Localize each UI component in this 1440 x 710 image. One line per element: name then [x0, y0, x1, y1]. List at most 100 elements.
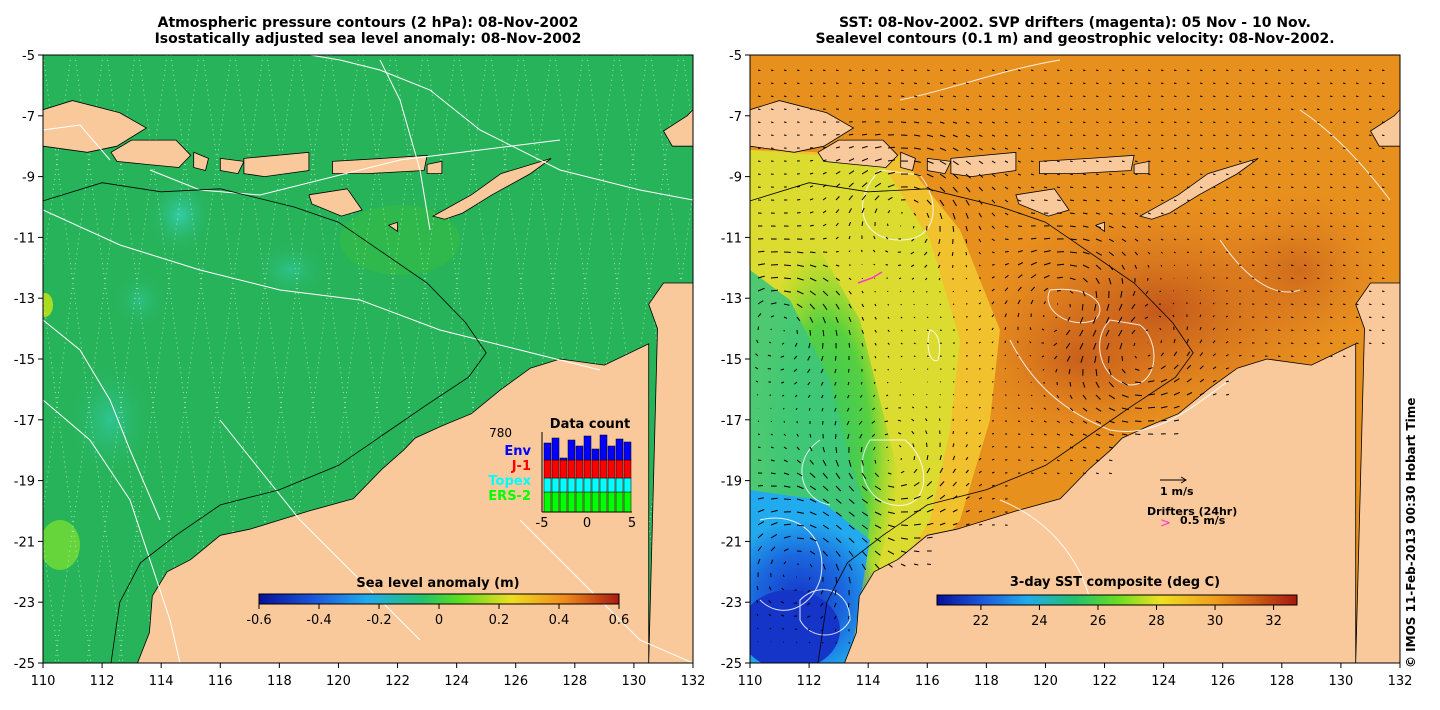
velocity-arrowhead-icon	[1180, 476, 1187, 484]
drifter-glyph-icon: >	[1160, 516, 1171, 531]
x-tick-label: 110	[738, 674, 763, 689]
inset-x-tick: 5	[628, 516, 636, 531]
x-tick-label: 116	[208, 674, 233, 689]
velocity-scale-label: 1 m/s	[1160, 485, 1194, 498]
land-mass	[926, 157, 952, 175]
colorbar-tick-label: 22	[973, 614, 990, 629]
x-tick-label: 124	[1151, 674, 1176, 689]
sst-colorbar: 3-day SST composite (deg C) 22 24 26 28 30 32	[936, 575, 1298, 629]
land-mass	[750, 100, 855, 153]
y-tick-label: -13	[721, 292, 742, 307]
y-tick-label: -17	[721, 414, 742, 429]
land-mass	[431, 158, 552, 220]
x-tick-label: 130	[1328, 674, 1353, 689]
y-tick-label: -23	[721, 596, 742, 611]
x-tick-label: 126	[1210, 674, 1235, 689]
drifter-track	[857, 271, 883, 284]
y-tick-label: -15	[721, 353, 742, 368]
left-axes: 110 112 114 116 118 120 122 124 126 128 130 132 -5 -7…	[14, 49, 706, 689]
land-mass	[193, 151, 209, 171]
x-tick-label: 120	[326, 674, 351, 689]
land-mass	[900, 151, 916, 171]
y-tick-label: -23	[14, 596, 35, 611]
inset-title: Data count	[550, 417, 630, 432]
copyright-notice: © IMOS 11-Feb-2013 00:30 Hobart Time	[1404, 397, 1418, 668]
y-tick-label: -19	[14, 475, 35, 490]
sst-map	[750, 55, 1400, 663]
colorbar-tick-label: -0.6	[246, 613, 271, 628]
land-mass	[1039, 154, 1135, 174]
y-tick-label: -11	[14, 231, 35, 246]
land-mass	[950, 151, 1017, 178]
colorbar-tick-label: 0.2	[489, 613, 510, 628]
land-mass	[43, 100, 148, 153]
x-tick-label: 116	[915, 674, 940, 689]
colorbar-tick-label: 0.4	[549, 613, 570, 628]
x-tick-label: 112	[90, 674, 115, 689]
y-tick-label: -25	[721, 657, 742, 672]
colorbar-tick-label: 26	[1090, 614, 1107, 629]
land-mass	[110, 139, 192, 168]
x-tick-label: 114	[856, 674, 881, 689]
x-tick-label: 112	[797, 674, 822, 689]
land-mass	[243, 151, 310, 178]
left-title: Atmospheric pressure contours (2 hPa): 0…	[43, 15, 693, 47]
right-axes: 110 112 114 116 118 120 122 124 126 128 130 132 -5 -7…	[721, 49, 1413, 689]
x-tick-label: 124	[444, 674, 469, 689]
x-tick-label: 132	[1388, 674, 1413, 689]
land-mass	[1369, 109, 1400, 147]
inset-legend-label: J-1	[511, 459, 531, 474]
inset-legend-label: Env	[504, 444, 531, 459]
colorbar-tick-label: 32	[1265, 614, 1282, 629]
left-title-line2: Isostatically adjusted sea level anomaly…	[154, 31, 582, 47]
left-title-line1: Atmospheric pressure contours (2 hPa): 0…	[157, 15, 579, 31]
x-tick-label: 118	[974, 674, 999, 689]
colorbar-tick-label: 28	[1148, 614, 1165, 629]
y-tick-label: -7	[22, 110, 35, 125]
y-tick-label: -17	[14, 414, 35, 429]
y-tick-label: -5	[22, 49, 35, 64]
drifter-scale-label: 0.5 m/s	[1180, 514, 1226, 527]
y-tick-label: -13	[14, 292, 35, 307]
x-tick-label: 122	[1092, 674, 1117, 689]
velocity-legend: 1 m/s Drifters (24hr) > 0.5 m/s	[1147, 476, 1237, 531]
colorbar-tick-label: -0.4	[306, 613, 331, 628]
x-tick-label: 114	[149, 674, 174, 689]
land-mass	[1133, 160, 1150, 174]
sla-colorbar: Sea level anomaly (m) -0.6 -0.4 -0.2 0 0.2 0.…	[246, 576, 629, 628]
colorbar-tick-label: 0	[435, 613, 443, 628]
x-tick-label: 120	[1033, 674, 1058, 689]
x-tick-label: 130	[621, 674, 646, 689]
y-tick-label: -7	[729, 110, 742, 125]
inset-x-tick: -5	[536, 516, 549, 531]
y-tick-label: -21	[14, 535, 35, 550]
y-tick-label: -11	[721, 231, 742, 246]
land-mass	[219, 157, 245, 175]
x-tick-label: 128	[1269, 674, 1294, 689]
x-tick-label: 126	[503, 674, 528, 689]
y-tick-label: -25	[14, 657, 35, 672]
x-tick-label: 132	[681, 674, 706, 689]
land-mass	[662, 109, 693, 147]
colorbar-tick-label: 30	[1207, 614, 1224, 629]
x-tick-label: 122	[385, 674, 410, 689]
inset-max-count: 780	[489, 426, 512, 440]
inset-x-tick: 0	[583, 516, 591, 531]
sla-colorbar-label: Sea level anomaly (m)	[356, 576, 519, 591]
land-mass	[387, 221, 398, 233]
land-mass	[137, 282, 693, 663]
right-title-line2: Sealevel contours (0.1 m) and geostrophi…	[815, 31, 1335, 47]
land-mass	[308, 188, 363, 217]
right-title-line1: SST: 08-Nov-2002. SVP drifters (magenta)…	[839, 15, 1311, 31]
inset-legend-label: Topex	[488, 474, 531, 489]
y-tick-label: -15	[14, 353, 35, 368]
colorbar-tick-label: 0.6	[609, 613, 630, 628]
y-tick-label: -19	[721, 475, 742, 490]
y-tick-label: -5	[729, 49, 742, 64]
right-title: SST: 08-Nov-2002. SVP drifters (magenta)…	[750, 15, 1400, 47]
drifter-legend-title: Drifters (24hr)	[1147, 505, 1237, 518]
y-tick-label: -21	[721, 535, 742, 550]
sea-level-anomaly-map	[43, 55, 693, 663]
